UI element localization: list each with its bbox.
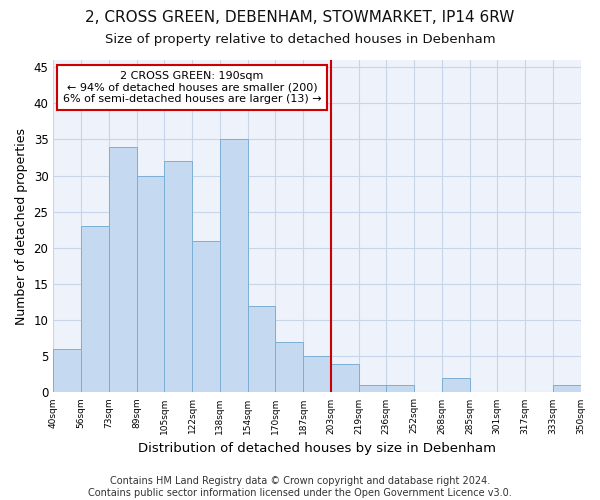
Text: 2, CROSS GREEN, DEBENHAM, STOWMARKET, IP14 6RW: 2, CROSS GREEN, DEBENHAM, STOWMARKET, IP…: [85, 10, 515, 25]
Bar: [553, 385, 581, 392]
Bar: [248, 306, 275, 392]
Bar: [442, 378, 470, 392]
Bar: [164, 161, 192, 392]
Bar: [109, 146, 137, 392]
Bar: [331, 364, 359, 392]
Bar: [359, 385, 386, 392]
Bar: [137, 176, 164, 392]
Text: Contains HM Land Registry data © Crown copyright and database right 2024.
Contai: Contains HM Land Registry data © Crown c…: [88, 476, 512, 498]
Text: 2 CROSS GREEN: 190sqm
← 94% of detached houses are smaller (200)
6% of semi-deta: 2 CROSS GREEN: 190sqm ← 94% of detached …: [63, 71, 322, 104]
Bar: [81, 226, 109, 392]
Bar: [220, 140, 248, 392]
Y-axis label: Number of detached properties: Number of detached properties: [15, 128, 28, 324]
Bar: [386, 385, 414, 392]
X-axis label: Distribution of detached houses by size in Debenham: Distribution of detached houses by size …: [138, 442, 496, 455]
Bar: [303, 356, 331, 392]
Text: Size of property relative to detached houses in Debenham: Size of property relative to detached ho…: [104, 32, 496, 46]
Bar: [275, 342, 303, 392]
Bar: [53, 349, 81, 393]
Bar: [192, 240, 220, 392]
